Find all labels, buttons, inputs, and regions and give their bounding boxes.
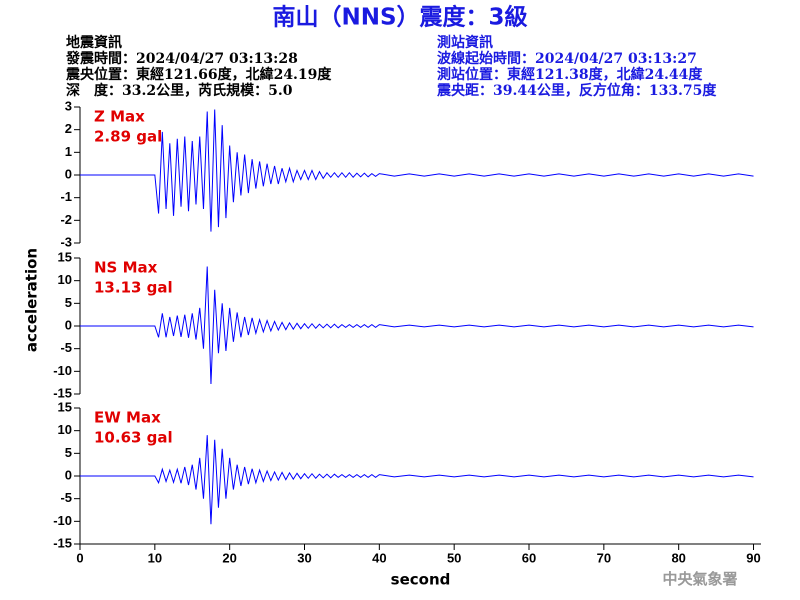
y-tick-label: 10	[58, 272, 72, 287]
y-tick-label: 5	[65, 295, 72, 310]
y-tick-label: 15	[58, 249, 72, 264]
y-tick-label: 5	[65, 445, 72, 460]
event-info: 發震時間：2024/04/27 03:13:28	[65, 50, 298, 67]
max-label: 13.13 gal	[94, 279, 173, 297]
event-info: 震央位置：東經121.66度，北緯24.19度	[65, 66, 332, 83]
y-tick-label: -10	[53, 513, 72, 528]
y-tick-label: -5	[60, 340, 72, 355]
event-info: 地震資訊	[66, 34, 122, 51]
x-tick-label: 20	[222, 550, 236, 565]
x-tick-label: 60	[522, 550, 536, 565]
y-tick-label: 3	[65, 98, 72, 113]
x-tick-label: 30	[297, 550, 311, 565]
x-tick-label: 50	[447, 550, 461, 565]
component-label: Z Max	[94, 108, 145, 126]
y-axis-label: acceleration	[23, 248, 41, 352]
y-tick-label: -1	[60, 189, 72, 204]
max-label: 10.63 gal	[94, 429, 173, 447]
component-label: EW Max	[94, 409, 161, 427]
y-tick-label: 0	[65, 317, 72, 332]
y-tick-label: 0	[65, 166, 72, 181]
x-axis-label: second	[391, 571, 451, 589]
y-tick-label: 2	[65, 121, 72, 136]
y-tick-label: -15	[53, 385, 72, 400]
y-tick-label: 0	[65, 467, 72, 482]
component-label: NS Max	[94, 259, 158, 277]
y-tick-label: -10	[53, 363, 72, 378]
station-info: 測站位置：東經121.38度，北緯24.44度	[437, 66, 703, 83]
station-info: 波線起始時間：2024/04/27 03:13:27	[437, 50, 697, 67]
x-tick-label: 70	[597, 550, 611, 565]
x-tick-label: 10	[148, 550, 162, 565]
waveform	[80, 109, 754, 232]
y-tick-label: 15	[58, 399, 72, 414]
x-tick-label: 90	[746, 550, 760, 565]
y-tick-label: -5	[60, 490, 72, 505]
y-tick-label: -2	[60, 212, 72, 227]
waveform	[80, 435, 754, 525]
x-tick-label: 0	[76, 550, 83, 565]
title: 南山（NNS）震度：3級	[272, 4, 527, 31]
y-tick-label: 1	[65, 144, 72, 159]
station-info: 震央距：39.44公里，反方位角：133.75度	[436, 82, 717, 99]
x-tick-label: 40	[372, 550, 386, 565]
y-tick-label: 10	[58, 422, 72, 437]
max-label: 2.89 gal	[94, 128, 162, 146]
waveform	[80, 266, 754, 385]
footer: 中央氣象署	[662, 570, 737, 588]
station-info: 測站資訊	[437, 34, 493, 51]
event-info: 深 度：33.2公里，芮氏規模：5.0	[66, 82, 293, 99]
x-tick-label: 80	[671, 550, 685, 565]
y-tick-label: -3	[60, 234, 72, 249]
y-tick-label: -15	[53, 535, 72, 550]
